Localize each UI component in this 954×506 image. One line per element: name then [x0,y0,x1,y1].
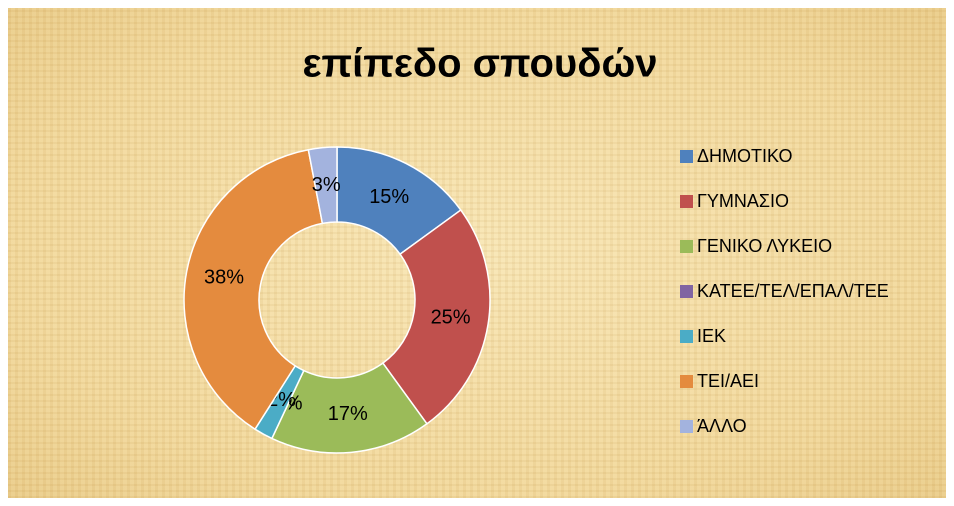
legend-swatch [680,375,693,388]
legend-label: ΔΗΜΟΤΙΚΟ [697,146,792,166]
donut-slice [183,148,324,431]
data-label: 17% [328,403,368,425]
legend-label: ΙΕΚ [697,326,726,346]
data-label: 25% [431,306,471,328]
legend-label: ΚΑΤΕΕ/ΤΕΛ/ΕΠΑΛ/ΤΕΕ [697,281,889,301]
legend-swatch [680,195,693,208]
data-label: 3% [312,174,341,196]
legend-swatch [680,285,693,298]
data-label: 15% [369,186,409,208]
chart-title: επίπεδο σπουδών [302,42,657,86]
legend-label: ΓΕΝΙΚΟ ΛΥΚΕΙΟ [697,236,832,256]
legend-label: ΆΛΛΟ [697,416,747,436]
donut-slice [381,209,491,425]
data-label: 38% [204,267,244,289]
donut-slice [307,146,338,225]
legend-swatch [680,240,693,253]
legend-swatch [680,330,693,343]
legend-swatch [680,150,693,163]
legend-label: ΤΕΙ/ΑΕΙ [697,371,759,391]
legend-label: ΓΥΜΝΑΣΙΟ [697,191,789,211]
legend-swatch [680,420,693,433]
